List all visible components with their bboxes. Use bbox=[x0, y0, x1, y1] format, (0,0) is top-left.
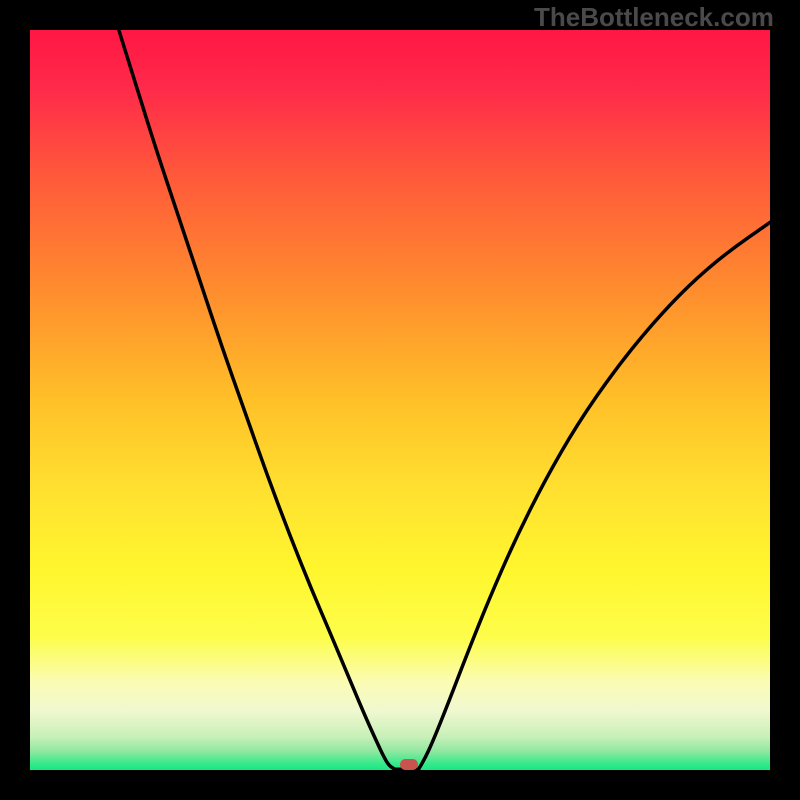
bottleneck-marker bbox=[400, 759, 418, 770]
curve-right bbox=[419, 222, 771, 769]
plot-area bbox=[30, 30, 770, 770]
curve-left bbox=[119, 30, 395, 769]
watermark-text: TheBottleneck.com bbox=[534, 2, 774, 33]
chart-container: TheBottleneck.com bbox=[0, 0, 800, 800]
curve-layer bbox=[30, 30, 770, 770]
